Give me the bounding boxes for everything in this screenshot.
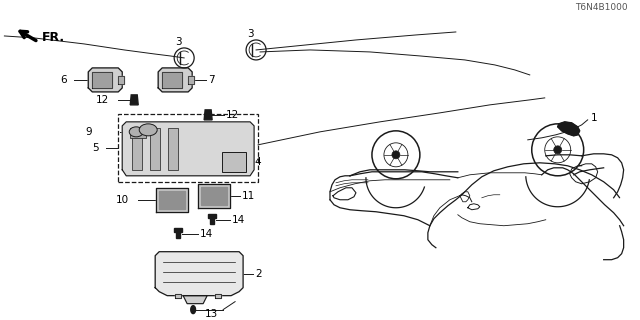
Bar bbox=[175, 294, 181, 298]
Text: T6N4B1000: T6N4B1000 bbox=[575, 3, 628, 12]
Text: 3: 3 bbox=[175, 37, 182, 47]
Text: 5: 5 bbox=[92, 143, 99, 153]
Text: 1: 1 bbox=[591, 113, 597, 123]
Text: 7: 7 bbox=[208, 75, 215, 85]
Text: 2: 2 bbox=[255, 269, 262, 279]
Polygon shape bbox=[92, 72, 112, 88]
Polygon shape bbox=[122, 122, 254, 176]
Text: 11: 11 bbox=[242, 191, 255, 201]
Bar bbox=[150, 128, 160, 170]
Bar bbox=[118, 114, 258, 182]
Circle shape bbox=[392, 151, 400, 159]
Text: FR.: FR. bbox=[42, 31, 65, 44]
Polygon shape bbox=[155, 252, 243, 296]
Bar bbox=[168, 128, 178, 170]
Polygon shape bbox=[176, 230, 180, 238]
Polygon shape bbox=[183, 296, 207, 304]
Polygon shape bbox=[198, 184, 230, 208]
Text: 4: 4 bbox=[254, 157, 260, 167]
Bar bbox=[215, 294, 221, 298]
Bar bbox=[132, 128, 142, 170]
Polygon shape bbox=[201, 187, 227, 205]
Polygon shape bbox=[204, 110, 212, 120]
Polygon shape bbox=[159, 191, 185, 209]
Polygon shape bbox=[156, 188, 188, 212]
Text: 13: 13 bbox=[205, 308, 218, 319]
Text: 12: 12 bbox=[226, 110, 239, 120]
Text: 3: 3 bbox=[247, 29, 253, 39]
Bar bbox=[130, 128, 146, 138]
Text: 9: 9 bbox=[86, 127, 92, 137]
Text: 14: 14 bbox=[232, 215, 245, 225]
Polygon shape bbox=[191, 306, 196, 314]
Ellipse shape bbox=[129, 127, 143, 137]
Circle shape bbox=[554, 146, 562, 154]
Polygon shape bbox=[210, 216, 214, 224]
Text: 8: 8 bbox=[137, 145, 143, 155]
Text: 12: 12 bbox=[96, 95, 109, 105]
Polygon shape bbox=[162, 72, 182, 88]
Polygon shape bbox=[208, 214, 216, 218]
Polygon shape bbox=[188, 76, 194, 84]
Polygon shape bbox=[118, 76, 124, 84]
Text: 10: 10 bbox=[116, 195, 129, 205]
Bar bbox=[222, 152, 246, 172]
Text: 14: 14 bbox=[200, 229, 213, 239]
Ellipse shape bbox=[140, 124, 157, 136]
Text: 6: 6 bbox=[60, 75, 67, 85]
Polygon shape bbox=[557, 122, 580, 136]
Polygon shape bbox=[174, 228, 182, 232]
Polygon shape bbox=[88, 68, 122, 92]
Polygon shape bbox=[158, 68, 192, 92]
Polygon shape bbox=[130, 95, 138, 105]
